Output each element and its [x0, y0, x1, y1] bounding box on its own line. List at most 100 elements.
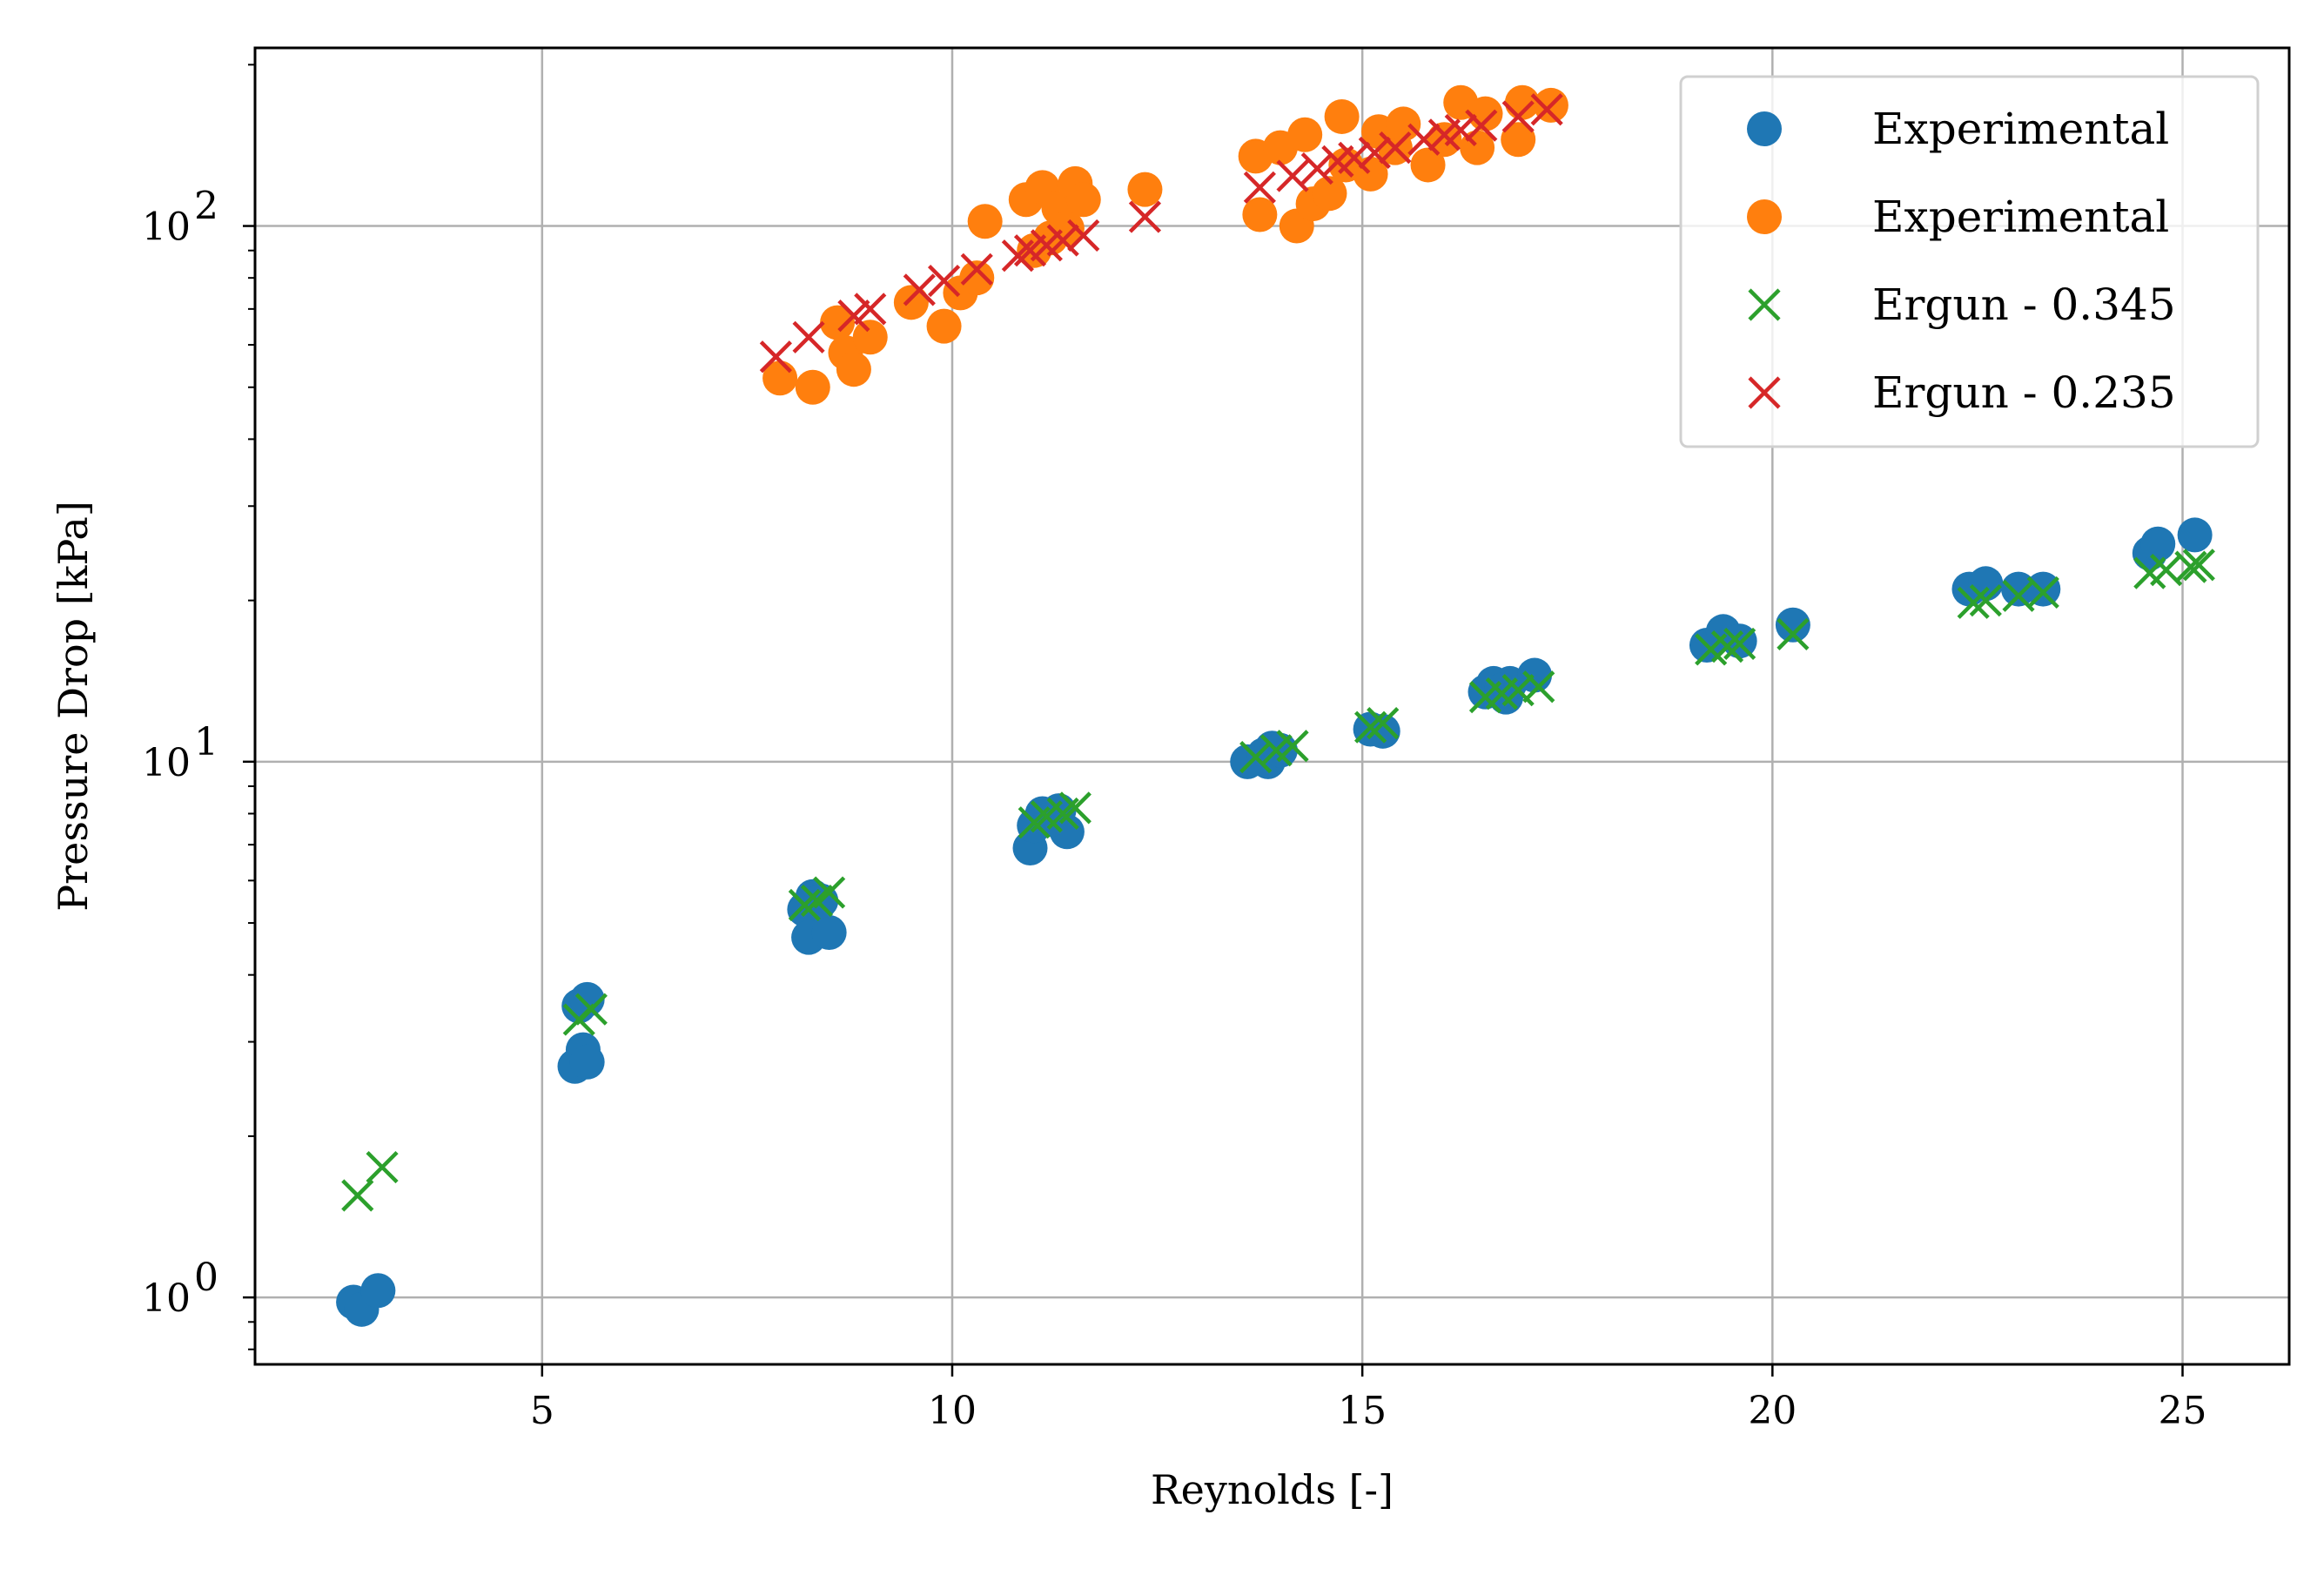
x-tick-label: 5 — [530, 1389, 554, 1433]
data-point — [837, 300, 870, 333]
data-point — [960, 252, 993, 286]
legend-marker — [1748, 288, 1781, 321]
data-point — [1427, 122, 1462, 158]
data-point — [1353, 710, 1387, 744]
data-point — [1338, 141, 1371, 174]
legend-label: Experimental — [1872, 104, 2169, 154]
data-point — [1723, 627, 1756, 660]
legend-box — [1679, 75, 2260, 448]
legend-label: Experimental — [1872, 192, 2169, 242]
y-tick-label: 10 — [142, 205, 191, 250]
data-point — [1067, 219, 1100, 252]
data-point — [1046, 224, 1079, 257]
data-point — [574, 993, 608, 1026]
data-point — [759, 340, 792, 374]
data-point — [893, 285, 929, 320]
data-point — [959, 260, 995, 296]
legend-marker — [1747, 199, 1782, 234]
series-3 — [341, 549, 2215, 1212]
data-point — [1243, 171, 1276, 204]
plot-frame — [253, 46, 2291, 1366]
data-point — [1058, 791, 1091, 825]
x-axis-label: Reynolds [-] — [1151, 1466, 1394, 1513]
data-point — [366, 1150, 399, 1184]
y-tick-exponent: 2 — [194, 185, 218, 229]
data-point — [788, 888, 821, 922]
data-point — [1386, 106, 1421, 142]
data-point — [1777, 617, 1810, 650]
x-tick-label: 20 — [1748, 1389, 1797, 1433]
data-point — [1522, 670, 1555, 704]
data-point — [569, 981, 605, 1017]
y-tick-label: 10 — [142, 1276, 191, 1321]
x-tick-label: 10 — [928, 1389, 977, 1433]
data-point — [341, 1179, 374, 1212]
x-tick-label: 25 — [2158, 1389, 2206, 1433]
data-point — [1365, 713, 1400, 749]
legend-item: Ergun - 0.345 — [1748, 279, 2176, 330]
data-point — [1722, 623, 1757, 659]
legend-marker — [1748, 376, 1781, 409]
series-4 — [759, 93, 1563, 374]
data-point — [903, 273, 936, 306]
data-point — [926, 308, 962, 344]
data-point — [811, 914, 847, 950]
data-point — [1444, 113, 1477, 147]
data-point — [1710, 630, 1744, 663]
data-point — [2026, 576, 2059, 609]
data-point — [1410, 147, 1446, 183]
data-point — [1501, 100, 1535, 133]
data-point — [2174, 550, 2207, 583]
legend-item: Ergun - 0.235 — [1748, 367, 2176, 418]
y-tick-label: 10 — [142, 741, 191, 785]
data-point — [1262, 732, 1298, 768]
data-point — [854, 293, 887, 326]
data-point — [1968, 566, 2004, 602]
data-marks — [336, 84, 2215, 1327]
data-point — [1407, 123, 1441, 156]
data-point — [1276, 159, 1309, 192]
data-point — [2001, 571, 2037, 607]
data-point — [1358, 136, 1391, 170]
data-point — [1775, 607, 1810, 643]
data-point — [1300, 151, 1333, 185]
data-point — [836, 352, 871, 387]
legend-marker — [1747, 111, 1782, 146]
data-point — [1242, 197, 1278, 232]
data-point — [1312, 176, 1347, 212]
data-point — [360, 1273, 396, 1309]
data-point — [1065, 182, 1101, 218]
data-point — [1367, 707, 1400, 740]
data-point — [852, 320, 888, 355]
data-point — [1530, 93, 1563, 126]
y-tick-exponent: 0 — [194, 1256, 218, 1300]
data-point — [1957, 586, 1990, 619]
data-point — [795, 369, 830, 405]
data-point — [2140, 526, 2176, 562]
data-point — [1324, 98, 1360, 134]
data-point — [2025, 571, 2061, 607]
data-point — [1287, 117, 1323, 152]
data-point — [813, 876, 846, 909]
y-axis-label: Pressure Drop [kPa] — [50, 501, 97, 912]
data-point — [1239, 740, 1273, 774]
data-point — [1127, 172, 1163, 207]
data-point — [967, 204, 1003, 239]
data-point — [2177, 517, 2213, 553]
x-tick-label: 15 — [1338, 1389, 1387, 1433]
data-point — [1501, 122, 1536, 158]
data-point — [2182, 549, 2215, 582]
data-point — [1969, 584, 2002, 617]
data-point — [1128, 200, 1162, 233]
data-point — [820, 305, 856, 340]
data-point — [927, 264, 961, 298]
data-point — [1465, 109, 1498, 142]
legend-label: Ergun - 0.345 — [1872, 279, 2176, 330]
legend-label: Ergun - 0.235 — [1872, 367, 2176, 418]
data-point — [1468, 96, 1503, 131]
data-point — [569, 1044, 605, 1080]
data-point — [1379, 131, 1412, 165]
y-tick-exponent: 1 — [194, 720, 218, 764]
